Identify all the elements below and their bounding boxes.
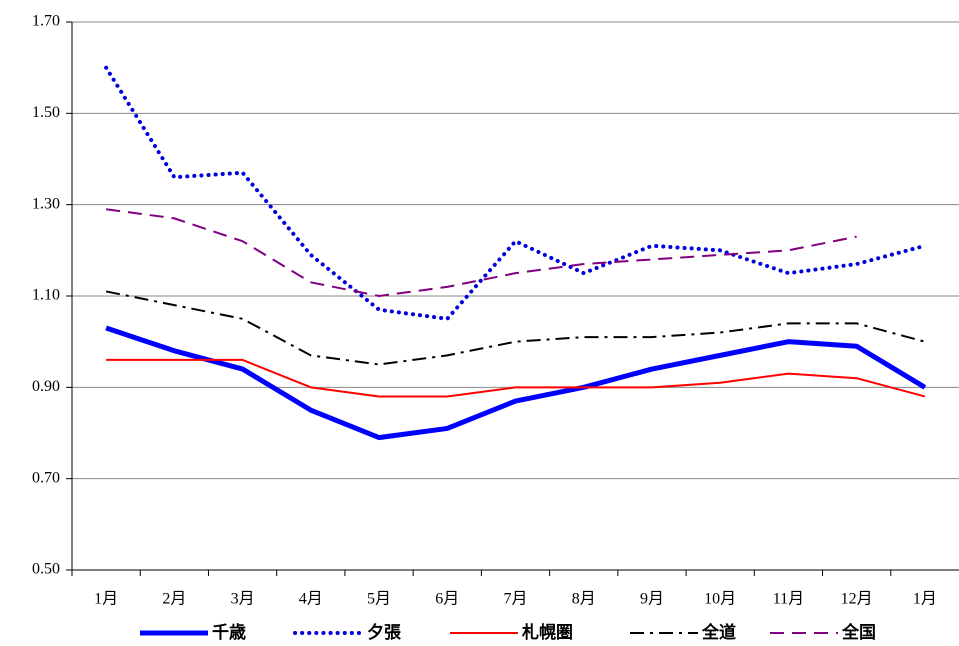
y-tick-label: 1.30 xyxy=(32,195,60,212)
x-tick-label: 1月 xyxy=(913,591,937,608)
x-tick-label: 3月 xyxy=(231,591,255,608)
x-tick-label: 5月 xyxy=(367,591,391,608)
series-line xyxy=(106,358,926,398)
y-tick-label: 0.90 xyxy=(32,378,60,395)
x-tick-label: 12月 xyxy=(841,591,873,608)
y-tick-label: 1.50 xyxy=(32,104,60,121)
x-tick-label: 10月 xyxy=(704,591,736,608)
series-line xyxy=(105,325,927,441)
legend-label: 札幌圏 xyxy=(521,622,573,643)
series-line xyxy=(104,65,927,321)
legend-label: 夕張 xyxy=(367,622,402,643)
y-tick-label: 0.70 xyxy=(32,469,60,486)
x-tick-label: 4月 xyxy=(299,591,323,608)
legend-label: 千歳 xyxy=(212,622,246,643)
y-tick-label: 1.10 xyxy=(32,287,60,304)
x-tick-label: 9月 xyxy=(640,591,664,608)
x-tick-label: 8月 xyxy=(572,591,596,608)
x-tick-label: 2月 xyxy=(162,591,186,608)
x-tick-label: 7月 xyxy=(503,591,527,608)
y-tick-label: 0.50 xyxy=(32,561,60,578)
series-line xyxy=(105,208,857,297)
x-tick-label: 11月 xyxy=(773,591,804,608)
y-tick-label: 1.70 xyxy=(32,13,60,30)
legend-label: 全国 xyxy=(841,622,876,643)
legend: 千歳 夕張 札幌圏 全道 全国 xyxy=(140,622,876,643)
x-tick-label: 6月 xyxy=(435,591,459,608)
legend-label: 全道 xyxy=(701,622,736,643)
x-tick-label: 1月 xyxy=(94,591,118,608)
series-line xyxy=(105,290,926,366)
